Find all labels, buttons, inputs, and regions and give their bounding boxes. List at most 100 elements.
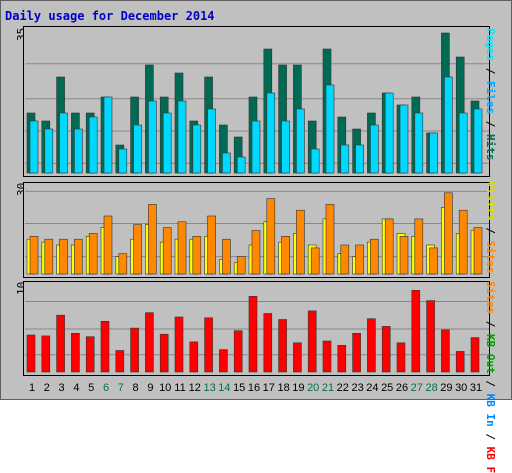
bar-sites-day-27	[414, 218, 424, 275]
bar-sites-day-16	[251, 230, 261, 275]
bar-sites-day-13	[207, 215, 216, 275]
bar-sites-day-15	[236, 256, 246, 275]
x-tick-label: 24	[366, 382, 379, 394]
bar-files-day-20	[310, 148, 320, 174]
bar-files-day-29	[444, 76, 453, 174]
x-tick-label: 11	[174, 382, 186, 394]
x-tick-label: 27	[410, 382, 423, 394]
x-tick-label: 21	[321, 382, 335, 394]
bar-files-day-7	[118, 148, 128, 174]
bar-files-day-25	[384, 92, 394, 174]
legend-pages: Pages	[484, 28, 497, 62]
bar-kb-f-day-29	[441, 329, 450, 373]
bar-sites-day-31	[473, 227, 483, 275]
bar-files-day-31	[473, 108, 483, 174]
bar-kb-f-day-9	[145, 312, 154, 373]
bar-sites-day-11	[177, 221, 187, 275]
bar-kb-f-day-18	[278, 319, 287, 373]
x-tick-label: 6	[102, 382, 110, 394]
bar-files-day-30	[458, 112, 468, 174]
kbytes-panel	[23, 281, 490, 376]
visits-sites-chart	[25, 190, 489, 275]
bar-sites-day-22	[340, 244, 350, 275]
bar-kb-f-day-10	[159, 333, 169, 373]
bar-sites-day-23	[355, 244, 364, 275]
bar-sites-day-14	[222, 238, 231, 275]
bar-kb-f-day-16	[248, 296, 258, 373]
x-tick-label: 23	[351, 382, 364, 394]
bar-files-day-12	[192, 124, 202, 174]
x-tick-label: 8	[132, 382, 139, 394]
bar-files-day-5	[88, 116, 98, 174]
x-tick-label: 16	[247, 382, 261, 394]
x-tick-label: 13	[203, 382, 216, 394]
bar-sites-day-21	[325, 204, 335, 275]
bar-files-day-4	[74, 128, 83, 174]
bar-sites-day-1	[29, 235, 39, 275]
x-tick-label: 4	[73, 382, 80, 394]
bar-sites-day-26	[399, 235, 409, 275]
bar-sites-day-30	[458, 209, 468, 275]
x-tick-label: 31	[469, 382, 483, 394]
legend-kbf: KB F	[484, 446, 497, 473]
legend-hits: Hits	[484, 134, 497, 161]
x-tick-label: 19	[292, 382, 305, 394]
bar-kb-f-day-31	[470, 337, 480, 373]
x-tick-label: 15	[233, 382, 246, 394]
legend-kbin: KB In	[484, 393, 497, 427]
bar-files-day-26	[399, 104, 409, 174]
bar-kb-f-day-1	[26, 334, 36, 373]
bar-sites-day-5	[88, 233, 98, 275]
bar-files-day-15	[236, 156, 246, 174]
bar-files-day-8	[133, 124, 142, 174]
bar-sites-day-29	[444, 192, 453, 275]
bar-kb-f-day-6	[100, 320, 110, 373]
x-tick-label: 5	[88, 382, 95, 394]
bar-kb-f-day-23	[352, 332, 361, 373]
bar-files-day-18	[281, 120, 290, 174]
bar-sites-day-12	[192, 235, 202, 275]
bar-sites-day-7	[118, 253, 128, 275]
legend-sep: /	[484, 114, 497, 134]
x-tick-label: 17	[262, 382, 275, 394]
bar-files-day-21	[325, 84, 335, 174]
bar-files-day-27	[414, 112, 424, 174]
bar-files-day-23	[355, 144, 364, 174]
x-tick-label: 28	[425, 382, 438, 394]
bar-files-day-1	[29, 120, 39, 174]
bar-sites-day-18	[281, 235, 290, 275]
bar-sites-day-10	[162, 227, 172, 275]
hits-files-panel	[23, 26, 490, 177]
legend-visits: Visits	[484, 181, 497, 221]
visits-sites-panel	[23, 182, 490, 278]
bar-kb-f-day-8	[130, 327, 139, 373]
bar-sites-day-4	[74, 238, 83, 275]
x-tick-label: 20	[307, 382, 320, 394]
bar-kb-f-day-20	[307, 310, 317, 373]
bar-sites-day-25	[384, 218, 394, 275]
bar-files-day-6	[103, 96, 113, 174]
x-tick-label: 25	[381, 382, 394, 394]
bar-kb-f-day-27	[411, 290, 421, 373]
bar-files-day-13	[207, 108, 216, 174]
bar-kb-f-day-13	[204, 317, 213, 373]
bar-kb-f-day-30	[455, 351, 465, 373]
x-tick-label: 14	[218, 382, 231, 394]
legend-files: Files	[484, 81, 497, 115]
bar-kb-f-day-25	[381, 326, 391, 373]
bar-files-day-19	[296, 108, 305, 174]
bar-files-day-10	[162, 112, 172, 174]
bar-kb-f-day-11	[174, 316, 184, 373]
x-tick-label: 26	[395, 382, 409, 394]
bar-kb-f-day-5	[85, 336, 95, 373]
bar-kb-f-day-24	[367, 318, 376, 373]
bar-files-day-28	[429, 132, 438, 174]
bar-kb-f-day-19	[293, 342, 302, 373]
legend-sites: Sites	[484, 240, 497, 274]
bar-kb-f-day-15	[233, 330, 243, 373]
x-tick-label: 3	[58, 382, 65, 394]
bar-kb-f-day-26	[396, 342, 406, 373]
x-tick-label: 2	[43, 382, 50, 394]
legend-kbout: KB Out	[484, 334, 497, 374]
